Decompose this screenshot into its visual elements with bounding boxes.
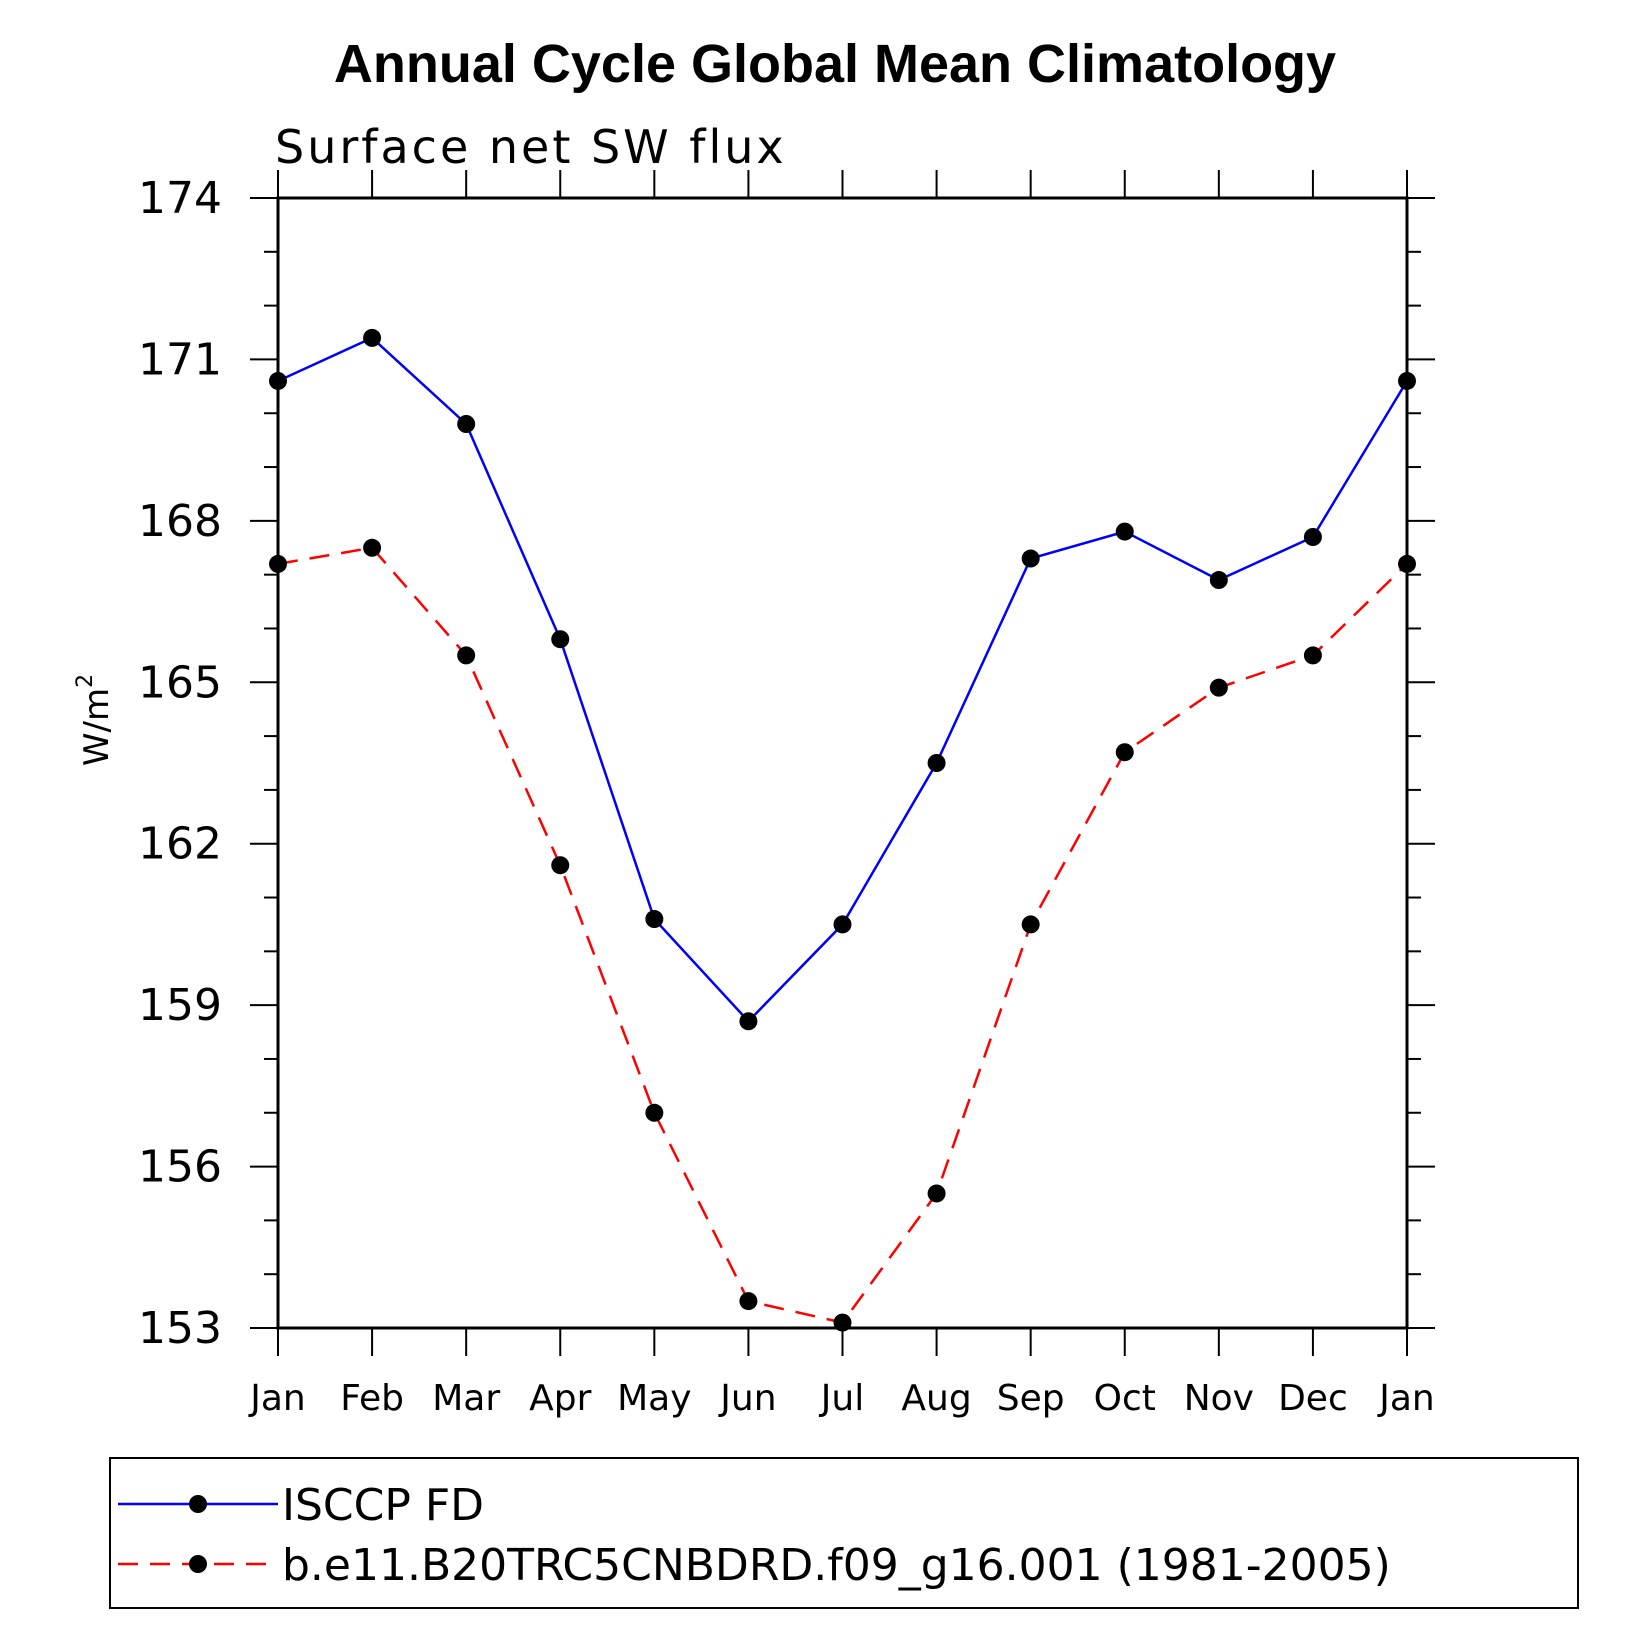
- data-point: [833, 915, 852, 934]
- x-tick-label: Jan: [1377, 1378, 1435, 1419]
- data-point: [269, 371, 287, 390]
- series-layer: [269, 328, 1416, 1332]
- y-axis: 174 171 168 165 162 159 156 153: [138, 173, 1435, 1354]
- x-tick-label: Apr: [529, 1378, 591, 1419]
- x-tick-label: Feb: [340, 1378, 404, 1419]
- data-point: [1398, 371, 1416, 390]
- data-point: [1303, 646, 1322, 665]
- data-point: [1209, 678, 1228, 697]
- y-axis-label-exponent: 2: [73, 674, 98, 688]
- legend-marker: [189, 1495, 207, 1513]
- data-point: [739, 1012, 758, 1031]
- data-point: [363, 538, 382, 557]
- y-axis-label-unit: W/m: [77, 688, 117, 766]
- y-tick-label: 174: [138, 173, 222, 224]
- data-point: [1115, 743, 1134, 762]
- data-point: [645, 910, 664, 929]
- data-point: [1398, 554, 1416, 573]
- chart-subtitle: Surface net SW flux: [275, 120, 787, 174]
- y-tick-label: 156: [138, 1142, 222, 1193]
- data-point: [739, 1292, 758, 1311]
- x-tick-label: Dec: [1278, 1378, 1348, 1419]
- svg-text:W/m2: W/m2: [73, 674, 117, 766]
- x-tick-label: Oct: [1094, 1378, 1156, 1419]
- data-point: [551, 630, 570, 649]
- legend-label: ISCCP FD: [282, 1480, 484, 1531]
- x-tick-label: Sep: [997, 1378, 1065, 1419]
- x-tick-label: Jun: [718, 1378, 776, 1419]
- data-point: [457, 415, 476, 433]
- y-tick-label: 159: [138, 980, 222, 1031]
- data-point: [1115, 522, 1134, 541]
- data-point: [1021, 549, 1040, 568]
- data-point: [927, 754, 946, 772]
- data-point: [1303, 528, 1322, 546]
- plot-frame: [276, 196, 1409, 1330]
- y-tick-label: 165: [138, 657, 222, 708]
- series-line: [277, 546, 1408, 1325]
- x-tick-label: May: [617, 1378, 691, 1419]
- data-point: [927, 1184, 946, 1203]
- x-tick-label: Nov: [1184, 1378, 1254, 1419]
- y-tick-label: 168: [138, 496, 222, 547]
- data-point: [1209, 571, 1228, 590]
- x-tick-label: Mar: [432, 1378, 500, 1419]
- legend-marker: [189, 1555, 207, 1573]
- data-point: [457, 646, 476, 665]
- legend-label: b.e11.B20TRC5CNBDRD.f09_g16.001 (1981-20…: [282, 1540, 1391, 1591]
- data-point: [363, 328, 382, 347]
- legend: ISCCP FD b.e11.B20TRC5CNBDRD.f09_g16.001 …: [109, 1457, 1579, 1609]
- y-tick-label: 162: [138, 819, 222, 870]
- x-tick-label: Aug: [901, 1378, 971, 1419]
- data-point: [269, 554, 287, 573]
- y-tick-label: 171: [138, 334, 222, 385]
- chart-title: Annual Cycle Global Mean Climatology: [334, 34, 1336, 94]
- x-tick-label: Jan: [248, 1378, 306, 1419]
- data-point: [645, 1103, 664, 1122]
- x-axis: Jan Feb Mar Apr May Jun Jul Aug Sep Oct Nov Dec Jan: [248, 170, 1435, 1419]
- y-axis-label: W/m2: [73, 674, 117, 766]
- data-point: [551, 856, 570, 875]
- x-tick-label: Jul: [819, 1378, 864, 1419]
- legend-box: [109, 1457, 1579, 1609]
- y-tick-label: 153: [138, 1303, 222, 1354]
- data-point: [833, 1313, 852, 1332]
- data-point: [1021, 915, 1040, 934]
